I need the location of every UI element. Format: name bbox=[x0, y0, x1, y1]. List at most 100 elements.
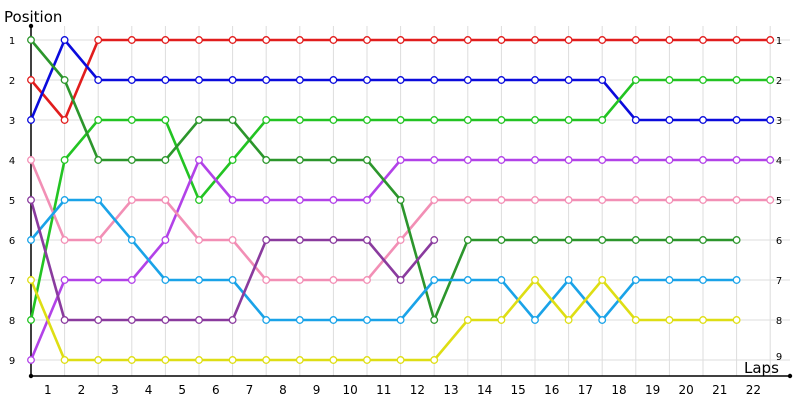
data-point bbox=[94, 36, 103, 44]
data-point bbox=[262, 36, 271, 44]
data-point bbox=[27, 236, 35, 244]
data-point bbox=[564, 116, 573, 124]
y-tick-label-left: 9 bbox=[9, 356, 15, 367]
data-point bbox=[665, 76, 674, 84]
data-point bbox=[497, 316, 506, 324]
data-point bbox=[262, 236, 271, 244]
y-axis-title: Position bbox=[4, 8, 62, 26]
data-point bbox=[430, 36, 439, 44]
data-point bbox=[531, 236, 539, 244]
x-tick-label: 21 bbox=[712, 383, 727, 397]
data-point bbox=[732, 156, 741, 164]
data-point bbox=[631, 156, 640, 164]
data-point bbox=[161, 116, 170, 124]
data-point bbox=[161, 316, 170, 324]
data-point bbox=[396, 356, 405, 364]
data-point bbox=[161, 236, 170, 244]
data-point bbox=[463, 116, 472, 124]
data-point bbox=[463, 276, 472, 284]
data-point bbox=[27, 276, 35, 284]
data-point bbox=[463, 316, 472, 324]
data-point bbox=[363, 196, 371, 204]
data-point bbox=[228, 116, 237, 124]
data-point bbox=[94, 116, 103, 124]
data-point bbox=[363, 116, 371, 124]
data-point bbox=[329, 236, 338, 244]
data-point bbox=[497, 196, 506, 204]
data-point bbox=[631, 36, 640, 44]
data-point bbox=[531, 156, 539, 164]
data-point bbox=[60, 276, 69, 284]
x-axis-end-marker bbox=[787, 373, 793, 379]
data-point bbox=[699, 196, 707, 204]
data-point bbox=[295, 156, 304, 164]
y-tick-label-right: 8 bbox=[776, 316, 782, 327]
data-point bbox=[665, 156, 674, 164]
data-point bbox=[531, 36, 539, 44]
x-tick-label: 5 bbox=[178, 383, 186, 397]
data-point bbox=[60, 76, 69, 84]
data-point bbox=[94, 156, 103, 164]
x-tick-label: 9 bbox=[313, 383, 321, 397]
data-point bbox=[564, 76, 573, 84]
data-point bbox=[60, 316, 69, 324]
data-point bbox=[699, 116, 707, 124]
x-tick-label: 14 bbox=[477, 383, 492, 397]
data-point bbox=[396, 156, 405, 164]
data-point bbox=[94, 76, 103, 84]
data-point bbox=[497, 36, 506, 44]
data-point bbox=[262, 116, 271, 124]
y-tick-label-right: 4 bbox=[776, 156, 782, 167]
data-point bbox=[699, 76, 707, 84]
data-point bbox=[766, 116, 775, 124]
data-point bbox=[262, 156, 271, 164]
data-point bbox=[27, 156, 35, 164]
data-point bbox=[161, 36, 170, 44]
data-point bbox=[430, 276, 439, 284]
data-point bbox=[564, 36, 573, 44]
data-point bbox=[463, 76, 472, 84]
data-point bbox=[127, 236, 136, 244]
data-point bbox=[766, 76, 775, 84]
data-point bbox=[329, 76, 338, 84]
data-point bbox=[295, 116, 304, 124]
y-tick-label-left: 3 bbox=[9, 116, 15, 127]
data-point bbox=[262, 196, 271, 204]
data-point bbox=[396, 116, 405, 124]
x-tick-label: 20 bbox=[679, 383, 694, 397]
data-point bbox=[228, 236, 237, 244]
x-tick-label: 15 bbox=[511, 383, 526, 397]
data-point bbox=[665, 316, 674, 324]
data-point bbox=[295, 316, 304, 324]
y-tick-label-right: 2 bbox=[776, 76, 782, 87]
data-point bbox=[564, 276, 573, 284]
data-point bbox=[531, 316, 539, 324]
data-point bbox=[60, 236, 69, 244]
x-tick-label: 2 bbox=[78, 383, 86, 397]
data-point bbox=[94, 276, 103, 284]
data-point bbox=[665, 196, 674, 204]
x-tick-label: 8 bbox=[279, 383, 287, 397]
data-point bbox=[262, 356, 271, 364]
data-point bbox=[463, 236, 472, 244]
data-point bbox=[766, 196, 775, 204]
data-point bbox=[27, 76, 35, 84]
x-tick-label: 6 bbox=[212, 383, 220, 397]
data-point bbox=[27, 316, 35, 324]
x-tick-label: 12 bbox=[410, 383, 425, 397]
y-tick-label-left: 1 bbox=[9, 36, 15, 47]
data-point bbox=[60, 156, 69, 164]
data-point bbox=[531, 116, 539, 124]
data-point bbox=[127, 196, 136, 204]
data-point bbox=[161, 276, 170, 284]
data-point bbox=[195, 356, 203, 364]
data-point bbox=[329, 356, 338, 364]
series-points bbox=[27, 36, 775, 364]
data-point bbox=[732, 316, 741, 324]
data-point bbox=[463, 156, 472, 164]
x-axis-title: Laps bbox=[744, 359, 779, 377]
data-point bbox=[564, 236, 573, 244]
x-tick-label: 22 bbox=[746, 383, 761, 397]
data-point bbox=[598, 36, 607, 44]
data-point bbox=[94, 236, 103, 244]
